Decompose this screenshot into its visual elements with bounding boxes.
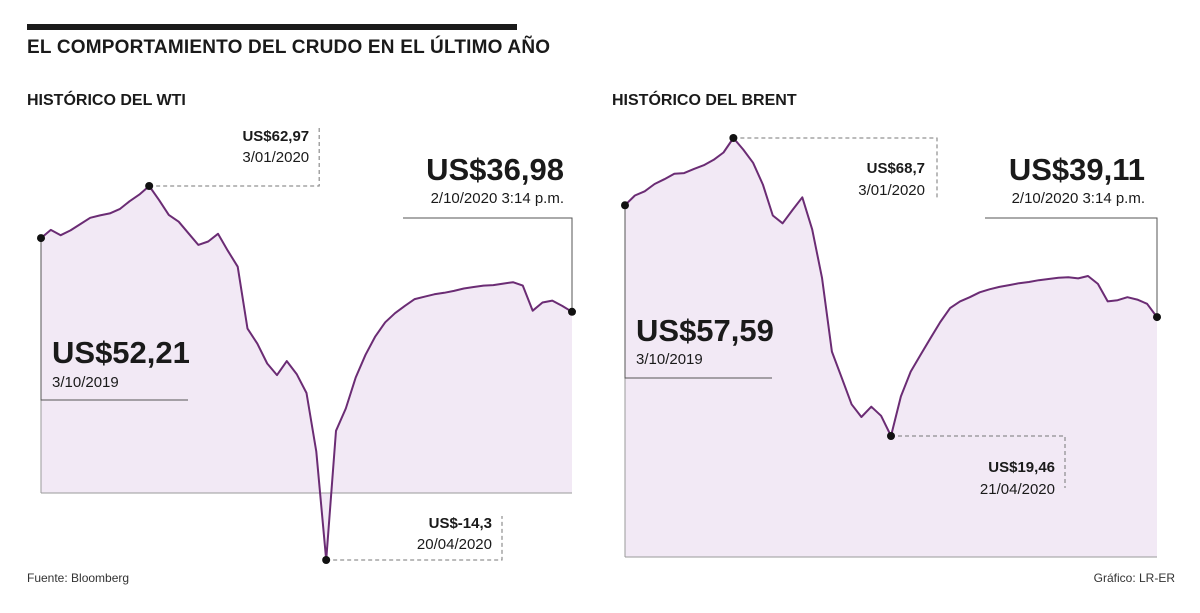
brent-start-leader <box>624 205 772 379</box>
brent-last-date: 2/10/2020 3:14 p.m. <box>1012 190 1145 207</box>
wti-max-marker <box>145 182 154 190</box>
wti-last-date: 2/10/2020 3:14 p.m. <box>431 190 564 207</box>
source-note: Fuente: Bloomberg <box>27 571 130 585</box>
wti-last-value: US$36,98 <box>426 152 564 187</box>
brent-start-value: US$57,59 <box>636 313 774 348</box>
wti-price-line <box>40 185 573 561</box>
brent-min-value: US$19,46 <box>988 459 1055 476</box>
wti-start-date: 3/10/2019 <box>52 374 119 391</box>
wti-area-fill <box>41 186 572 560</box>
brent-start-marker <box>621 201 629 210</box>
wti-chart: US$62,97 3/01/2020 US$52,21 3/10/2019 US$36,… <box>37 128 576 564</box>
wti-start-value: US$52,21 <box>52 335 190 370</box>
wti-last-marker <box>568 307 576 316</box>
brent-max-marker <box>729 134 738 142</box>
wti-max-leader <box>149 128 320 187</box>
brent-last-leader <box>985 217 1158 318</box>
brent-chart-title: HISTÓRICO DEL BRENT <box>612 92 797 109</box>
wti-min-date: 20/04/2020 <box>417 536 492 553</box>
brent-last-marker <box>1153 313 1161 322</box>
wti-start-leader <box>40 238 188 401</box>
wti-chart-title: HISTÓRICO DEL WTI <box>27 92 186 109</box>
credit-note: Gráfico: LR-ER <box>1093 571 1175 585</box>
wti-start-marker <box>37 234 45 243</box>
wti-min-leader <box>326 516 503 561</box>
title-rule <box>27 24 517 30</box>
wti-min-marker <box>322 556 331 564</box>
wti-min-value: US$-14,3 <box>429 515 492 532</box>
brent-max-leader <box>733 137 938 198</box>
page-title: EL COMPORTAMIENTO DEL CRUDO EN EL ÚLTIMO… <box>27 37 551 58</box>
wti-max-value: US$62,97 <box>242 128 309 145</box>
brent-max-date: 3/01/2020 <box>858 182 925 199</box>
brent-max-value: US$68,7 <box>867 160 925 177</box>
brent-min-leader <box>891 435 1066 488</box>
wti-max-date: 3/01/2020 <box>242 149 309 166</box>
brent-min-marker <box>887 432 895 440</box>
brent-last-value: US$39,11 <box>1009 152 1145 187</box>
brent-area-fill <box>625 138 1157 557</box>
brent-min-date: 21/04/2020 <box>980 481 1055 498</box>
wti-last-leader <box>403 217 573 312</box>
brent-start-date: 3/10/2019 <box>636 351 703 368</box>
